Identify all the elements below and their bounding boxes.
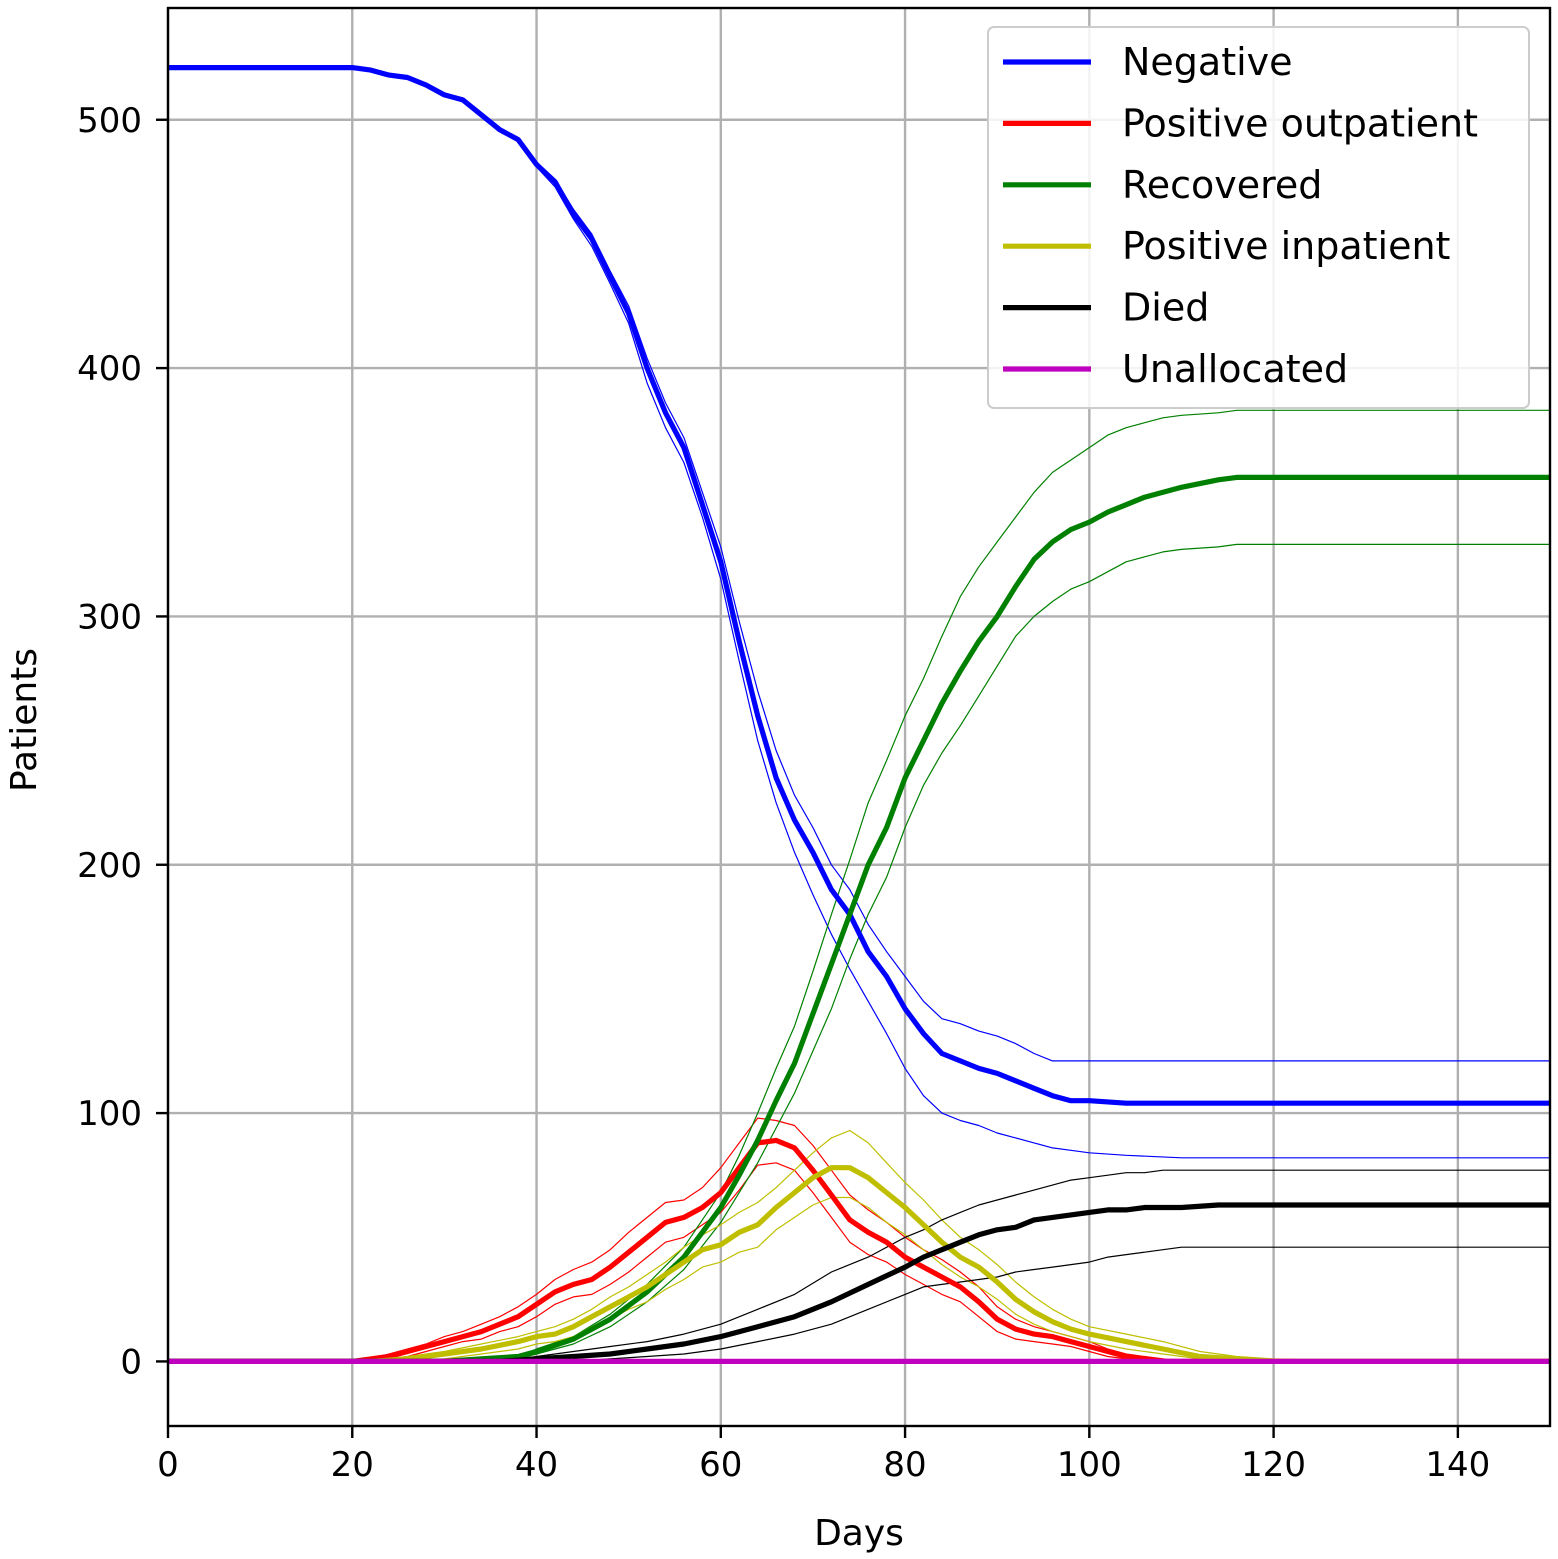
legend-box [987, 26, 1530, 409]
y-axis-ticks: 0 100 200 300 400 500 [77, 101, 168, 1382]
legend-label-died: Died [1122, 286, 1209, 330]
x-tick-label: 60 [699, 1445, 742, 1485]
x-tick-label: 40 [515, 1445, 558, 1485]
legend-label-unallocated: Unallocated [1122, 347, 1348, 391]
legend-label-positive-outpatient: Positive outpatient [1122, 101, 1478, 145]
y-axis-label: Patients [4, 648, 45, 792]
y-tick-label: 300 [77, 597, 142, 637]
positive-outpatient-upper-line [168, 1117, 1550, 1362]
died-lower-line [168, 1246, 1550, 1362]
recovered-series-line [168, 474, 1550, 1364]
recovered-lower-line [168, 543, 1550, 1362]
died-series-line [168, 1202, 1550, 1364]
series-lines [168, 65, 1550, 1364]
legend-label-recovered: Recovered [1122, 163, 1322, 207]
x-tick-label: 100 [1057, 1445, 1122, 1485]
legend-label-negative: Negative [1122, 40, 1293, 84]
x-axis-label: Days [814, 1513, 904, 1554]
positive-inpatient-upper-line [168, 1129, 1550, 1362]
x-axis-ticks: 0 20 40 60 80 100 120 140 [157, 1426, 1490, 1485]
x-tick-label: 80 [883, 1445, 926, 1485]
died-upper-line [168, 1169, 1550, 1362]
x-tick-label: 120 [1241, 1445, 1306, 1485]
y-tick-label: 500 [77, 101, 142, 141]
positive-inpatient-series-line [168, 1165, 1550, 1364]
plot-frame [166, 6, 1552, 1428]
x-tick-label: 140 [1425, 1445, 1490, 1485]
y-tick-label: 100 [77, 1094, 142, 1134]
negative-series-line [168, 65, 1550, 1106]
y-tick-label: 400 [77, 349, 142, 389]
x-tick-label: 0 [157, 1445, 179, 1485]
legend-label-positive-inpatient: Positive inpatient [1122, 224, 1450, 268]
x-tick-label: 20 [331, 1445, 374, 1485]
y-tick-label: 200 [77, 846, 142, 886]
positive-outpatient-series-line [168, 1137, 1550, 1364]
legend: Negative Positive outpatient Recovered Posi… [987, 26, 1530, 409]
y-tick-label: 0 [120, 1342, 142, 1382]
